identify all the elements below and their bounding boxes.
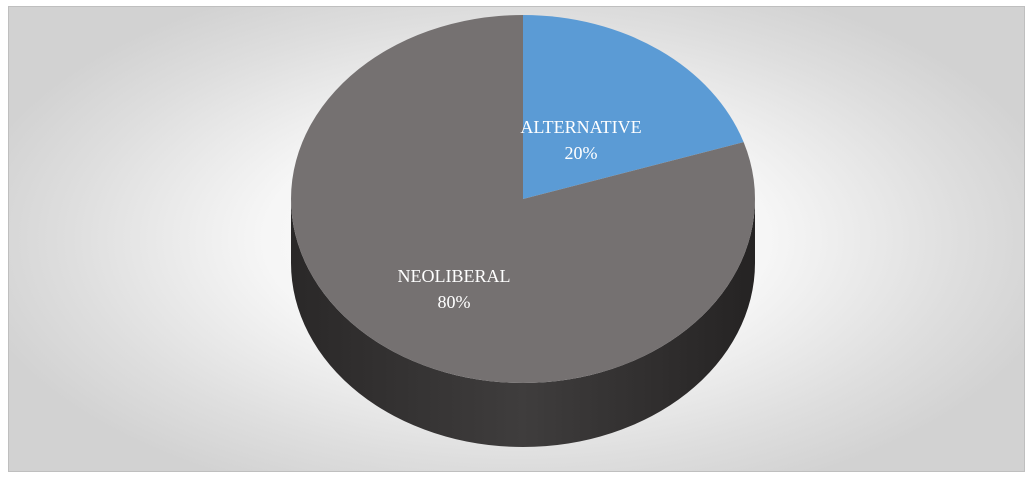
pie-slice-neoliberal <box>291 15 756 383</box>
pie-slice-alternative <box>523 15 744 199</box>
pie-side <box>291 199 755 447</box>
pie-slices <box>291 15 756 383</box>
pie-side-wall <box>291 199 755 447</box>
slice-label-alternative: ALTERNATIVE <box>520 117 641 137</box>
slice-value-alternative: 20% <box>565 143 598 163</box>
pie-chart: ALTERNATIVE 20% NEOLIBERAL 80% <box>291 15 756 447</box>
pie-labels: ALTERNATIVE 20% NEOLIBERAL 80% <box>398 117 642 312</box>
slice-value-neoliberal: 80% <box>438 292 471 312</box>
slice-label-neoliberal: NEOLIBERAL <box>398 266 511 286</box>
chart-area: ALTERNATIVE 20% NEOLIBERAL 80% <box>8 6 1025 472</box>
